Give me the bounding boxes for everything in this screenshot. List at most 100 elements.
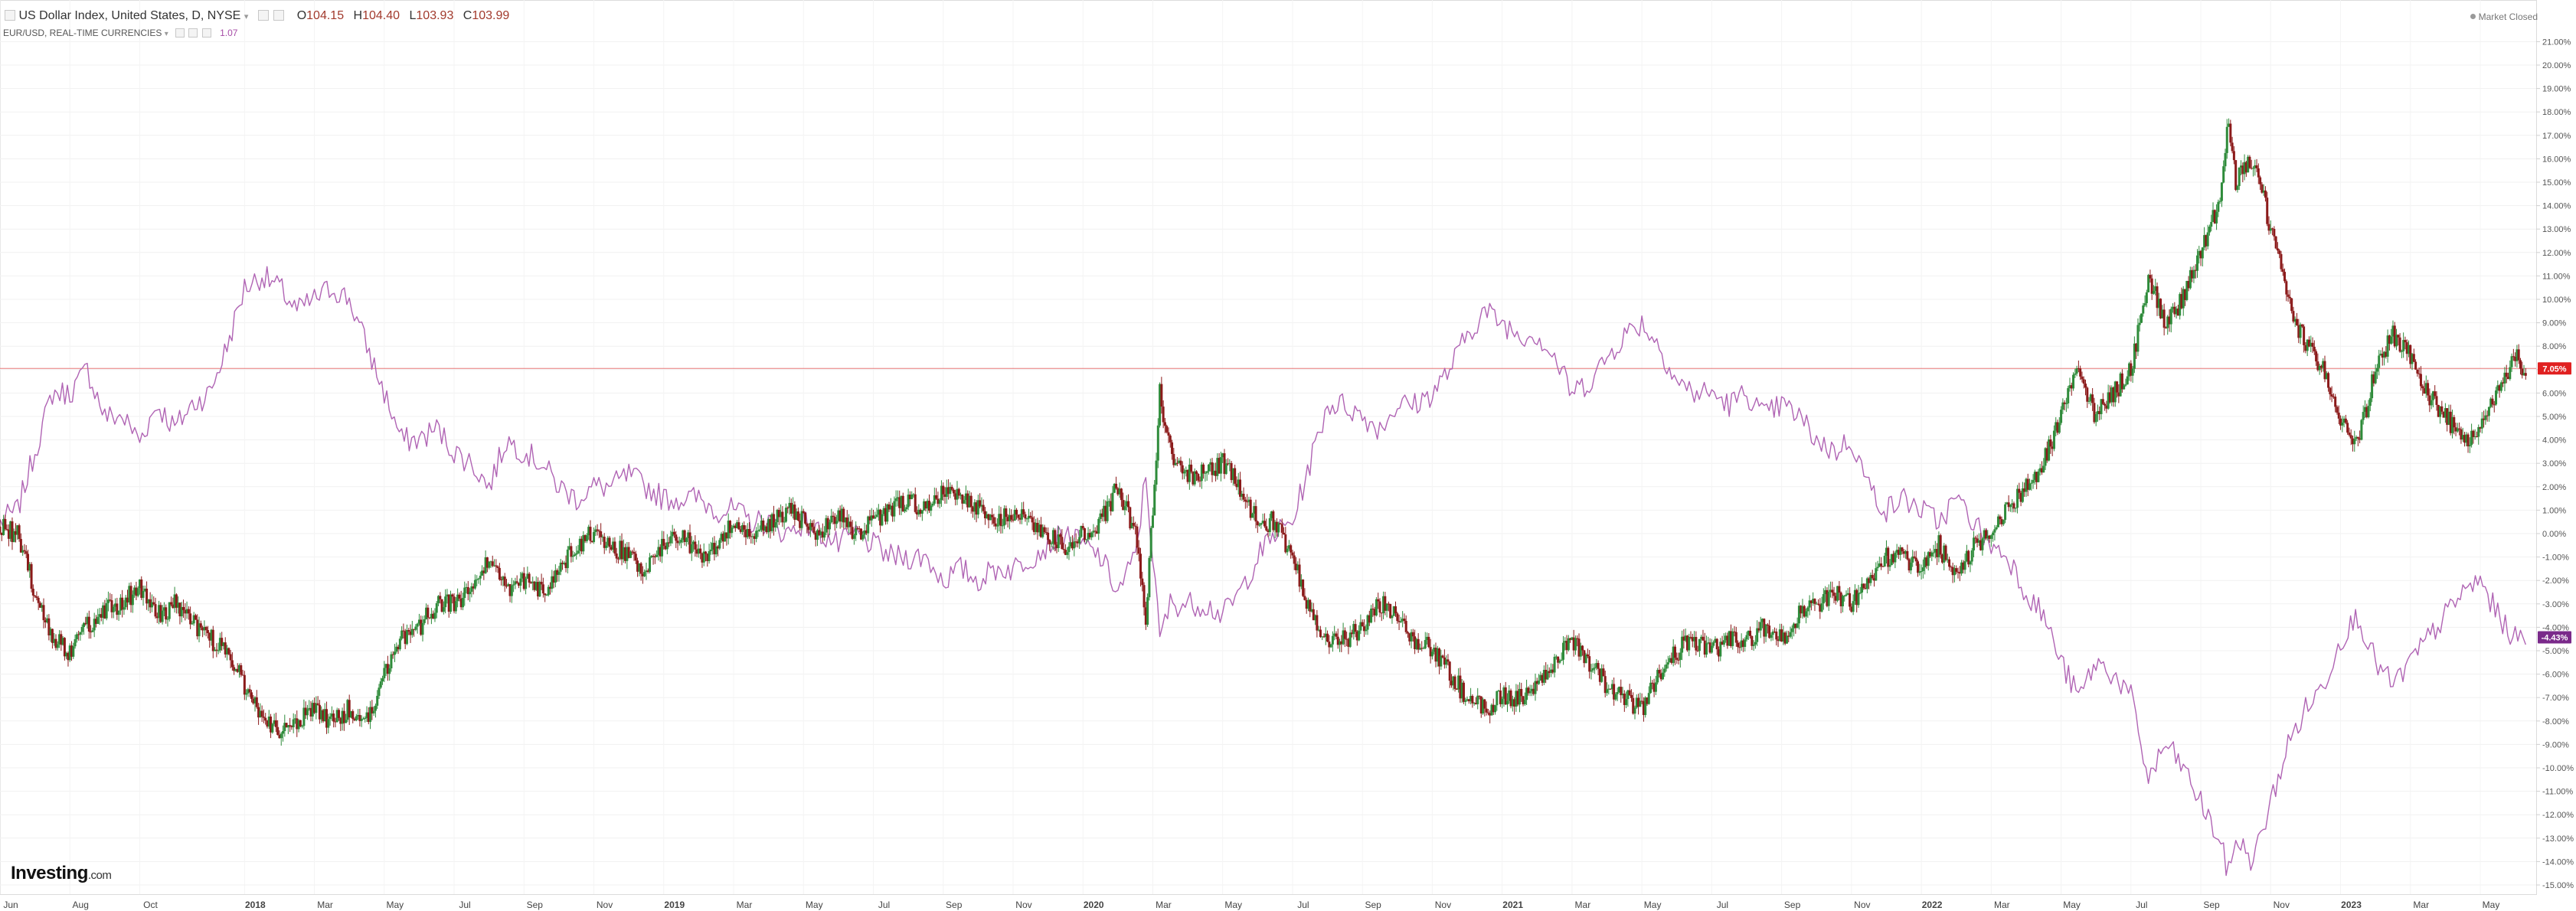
- candle-body: [563, 562, 566, 564]
- candle-body: [2421, 386, 2424, 389]
- candle-body: [222, 642, 225, 646]
- candle-body: [466, 586, 469, 595]
- candle-body: [2440, 406, 2444, 412]
- candle-body: [2431, 391, 2434, 400]
- candle-body: [2372, 374, 2375, 384]
- candle-body: [2346, 423, 2349, 433]
- candle-body: [1414, 636, 1417, 649]
- candle-body: [1693, 637, 1696, 642]
- candle-body: [1717, 649, 1720, 657]
- candle-body: [1677, 659, 1680, 661]
- candle-body: [1789, 632, 1792, 637]
- candle-body: [129, 586, 132, 606]
- candle-body: [1354, 624, 1357, 632]
- y-tick-label: -14.00%: [2542, 857, 2574, 867]
- candle-body: [218, 638, 221, 651]
- candle-body: [386, 664, 389, 674]
- chevron-down-icon[interactable]: ▾: [244, 12, 249, 21]
- candle-body: [1640, 700, 1643, 702]
- candle-body: [110, 600, 113, 612]
- candle-body: [2187, 280, 2190, 289]
- candle-body: [1759, 622, 1762, 631]
- candle-body: [776, 509, 779, 523]
- candle-body: [1654, 682, 1657, 692]
- chevron-down-icon[interactable]: ▾: [164, 30, 168, 38]
- candle-body: [877, 509, 880, 515]
- candle-body: [600, 531, 603, 537]
- candle-body: [1583, 650, 1586, 664]
- candle-body: [605, 545, 608, 548]
- eurusd-line: [0, 266, 2526, 877]
- candle-body: [2444, 408, 2447, 418]
- candle-body: [1479, 696, 1483, 713]
- candle-body: [481, 570, 484, 576]
- candle-body: [1430, 651, 1433, 657]
- candle-body: [875, 514, 878, 518]
- candle-body: [1051, 530, 1054, 544]
- candle-body: [1672, 646, 1675, 663]
- candle-body: [2434, 391, 2437, 397]
- candle-body: [1911, 556, 1914, 563]
- candle-body: [1048, 540, 1051, 544]
- close-icon[interactable]: [201, 28, 211, 38]
- candle-body: [510, 585, 513, 596]
- y-tick-label: -4.00%: [2542, 623, 2569, 632]
- candle-body: [697, 548, 700, 554]
- candle-body: [1621, 694, 1624, 696]
- candle-body: [1340, 641, 1343, 645]
- candle-body: [1361, 622, 1364, 627]
- candle-body: [1726, 635, 1729, 646]
- candle-body: [814, 532, 817, 540]
- candle-body: [1714, 638, 1717, 643]
- close-icon[interactable]: [273, 10, 285, 21]
- candle-body: [38, 602, 41, 608]
- candle-body: [1740, 640, 1743, 648]
- candle-body: [701, 553, 704, 563]
- candle-body: [140, 579, 143, 598]
- visibility-icon[interactable]: [175, 28, 185, 38]
- candle-body: [1606, 689, 1609, 694]
- candle-body: [283, 723, 286, 731]
- candle-body: [302, 707, 306, 727]
- candle-body: [1008, 514, 1011, 521]
- candle-body: [384, 664, 387, 668]
- market-status-text: Market Closed: [2478, 11, 2538, 22]
- settings-icon[interactable]: [188, 28, 198, 38]
- candle-body: [2070, 385, 2073, 389]
- candle-body: [1275, 521, 1278, 533]
- candle-body: [2217, 201, 2220, 212]
- candle-body: [2341, 423, 2344, 426]
- candle-body: [217, 650, 220, 651]
- candle-body: [882, 508, 885, 514]
- candle-body: [1951, 567, 1954, 576]
- candle-body: [986, 514, 989, 519]
- x-tick-label: Jul: [1297, 900, 1309, 910]
- candle-body: [1532, 688, 1535, 694]
- candle-body: [1459, 675, 1462, 699]
- candle-body: [72, 646, 75, 657]
- candle-body: [2052, 430, 2055, 449]
- collapse-icon[interactable]: [5, 10, 15, 21]
- candle-body: [1417, 638, 1420, 650]
- candle-body: [2259, 177, 2262, 184]
- candle-body: [1591, 668, 1594, 671]
- candle-body: [1673, 646, 1676, 658]
- candle-body: [2322, 361, 2325, 368]
- candle-body: [1336, 636, 1339, 645]
- y-tick-label: 9.00%: [2542, 319, 2566, 328]
- candle-body: [94, 619, 97, 624]
- candle-body: [1365, 629, 1368, 632]
- candle-body: [1235, 483, 1238, 488]
- candle-body: [1143, 585, 1146, 608]
- candle-body: [1670, 658, 1673, 663]
- candle-body: [1221, 453, 1224, 458]
- candle-body: [133, 587, 136, 595]
- candle-body: [1501, 698, 1504, 704]
- candle-body: [1682, 636, 1685, 641]
- candle-body: [245, 693, 248, 695]
- settings-icon[interactable]: [257, 10, 269, 21]
- candle-body: [1496, 691, 1499, 706]
- candle-body: [1639, 700, 1642, 707]
- candle-body: [1665, 664, 1668, 669]
